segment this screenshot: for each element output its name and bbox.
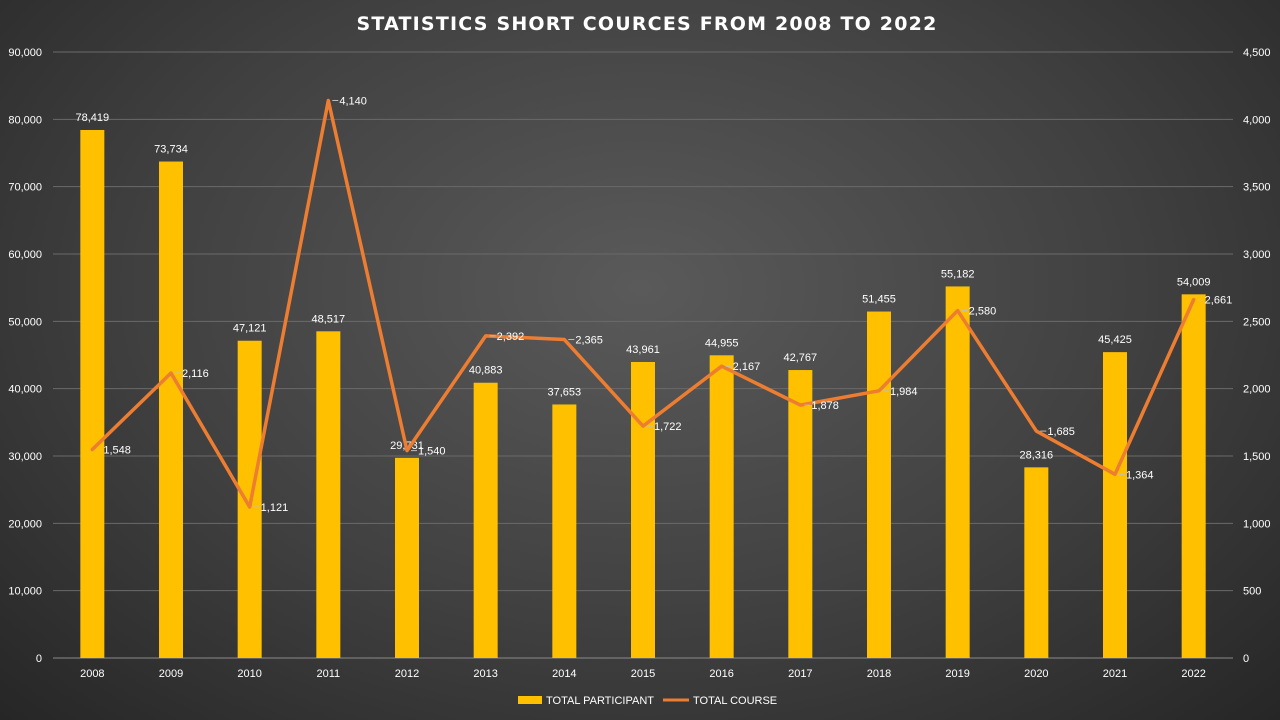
participant-bar (867, 311, 891, 658)
chart-title: STATISTICS SHORT COURCES FROM 2008 TO 20… (357, 13, 938, 35)
course-data-label: 1,984 (890, 386, 918, 398)
participant-bar (1181, 294, 1206, 658)
participant-data-label: 42,767 (784, 352, 818, 364)
y-right-tick-label: 3,000 (1243, 249, 1271, 261)
x-tick-label: 2018 (867, 668, 891, 680)
y-right-tick-label: 3,500 (1243, 182, 1271, 194)
participant-bar (473, 382, 498, 658)
participant-data-label: 48,517 (312, 313, 346, 325)
course-series-line (90, 98, 1196, 509)
participant-data-label: 51,455 (862, 294, 896, 306)
y-left-tick-label: 60,000 (8, 249, 42, 261)
course-data-label: 4,140 (339, 95, 367, 107)
participant-data-label: 44,955 (705, 337, 739, 349)
participant-data-label: 40,883 (469, 365, 503, 377)
y-right-tick-label: 0 (1243, 653, 1249, 665)
x-tick-label: 2011 (317, 668, 341, 680)
y-left-tick-label: 10,000 (8, 586, 42, 598)
participant-bar (788, 370, 813, 658)
y-right-tick-label: 1,000 (1243, 518, 1271, 530)
y-left-tick-label: 0 (36, 653, 42, 665)
legend-line-label: TOTAL COURSE (693, 695, 777, 707)
participant-data-label: 54,009 (1177, 276, 1211, 288)
participant-data-labels: 78,41973,73447,12148,51729,73140,88337,6… (76, 112, 1211, 461)
right-axis-ticks: 0 500 1,000 1,500 2,000 2,500 3,000 3,500 4,000 4… (1243, 47, 1271, 665)
participant-bar (1024, 467, 1049, 658)
x-tick-label: 2009 (159, 668, 183, 680)
y-right-tick-label: 2,500 (1243, 316, 1271, 328)
x-tick-label: 2014 (552, 668, 576, 680)
course-data-label: 1,121 (261, 502, 289, 514)
participant-data-label: 73,734 (154, 144, 188, 156)
x-tick-label: 2012 (395, 668, 419, 680)
x-tick-label: 2017 (788, 668, 812, 680)
course-data-label: 2,392 (497, 331, 525, 343)
participant-bar (316, 331, 341, 658)
y-right-tick-label: 2,000 (1243, 384, 1271, 396)
x-axis-ticks: 2008 2009 2010 2011 2012 2013 2014 2015 2016 2017… (80, 668, 1206, 680)
course-data-label: 1,878 (811, 400, 839, 412)
course-data-label: 2,116 (182, 368, 209, 380)
participant-bar (709, 355, 734, 658)
course-data-label: 1,685 (1047, 426, 1075, 438)
course-data-label: 2,365 (575, 335, 603, 347)
left-axis-ticks: 0 10,000 20,000 30,000 40,000 50,000 60,000 70,… (8, 47, 42, 665)
course-data-label: 2,661 (1205, 295, 1233, 307)
y-left-tick-label: 50,000 (8, 316, 42, 328)
legend-bar-swatch (518, 696, 542, 704)
course-data-label: 1,722 (654, 421, 682, 433)
y-left-tick-label: 90,000 (8, 47, 42, 59)
participant-data-label: 78,419 (76, 112, 110, 124)
course-data-label: 1,540 (418, 446, 446, 458)
course-data-label: 2,580 (969, 306, 997, 318)
participant-bar (552, 404, 577, 658)
participant-bars (80, 129, 1206, 658)
x-tick-label: 2015 (631, 668, 655, 680)
x-tick-label: 2016 (709, 668, 733, 680)
participant-bar (80, 129, 105, 658)
x-tick-label: 2008 (80, 668, 104, 680)
y-left-tick-label: 70,000 (8, 182, 42, 194)
y-left-tick-label: 40,000 (8, 384, 42, 396)
participant-data-label: 45,425 (1098, 334, 1132, 346)
participant-data-label: 28,316 (1020, 449, 1054, 461)
participant-bar (945, 286, 970, 658)
course-line (90, 98, 1196, 509)
course-data-label: 2,167 (733, 361, 761, 373)
y-right-tick-label: 1,500 (1243, 451, 1271, 463)
participant-bar (395, 457, 419, 658)
x-tick-label: 2010 (237, 668, 261, 680)
x-tick-label: 2022 (1181, 668, 1205, 680)
participant-data-label: 55,182 (941, 268, 975, 280)
course-data-labels: 1,548 2,116 1,121 4,140 1,540 2,392 2,365 1,722… (96, 95, 1232, 514)
legend-bar-label: TOTAL PARTICIPANT (546, 695, 654, 707)
participant-bar (1103, 352, 1127, 658)
course-data-label: 1,548 (103, 445, 131, 457)
participant-data-label: 43,961 (626, 344, 660, 356)
y-left-tick-label: 80,000 (8, 114, 42, 126)
y-left-tick-label: 20,000 (8, 518, 42, 530)
x-tick-label: 2019 (945, 668, 969, 680)
participant-data-label: 47,121 (233, 323, 267, 335)
legend: TOTAL PARTICIPANT TOTAL COURSE (518, 695, 777, 707)
course-data-label: 1,364 (1126, 469, 1154, 481)
y-right-tick-label: 500 (1243, 586, 1261, 598)
participant-bar (631, 361, 655, 658)
participant-bar (159, 161, 183, 658)
participant-data-label: 37,653 (548, 386, 582, 398)
x-tick-label: 2013 (473, 668, 497, 680)
x-tick-label: 2021 (1103, 668, 1127, 680)
x-tick-label: 2020 (1024, 668, 1048, 680)
y-right-tick-label: 4,000 (1243, 114, 1271, 126)
y-left-tick-label: 30,000 (8, 451, 42, 463)
y-right-tick-label: 4,500 (1243, 47, 1271, 59)
